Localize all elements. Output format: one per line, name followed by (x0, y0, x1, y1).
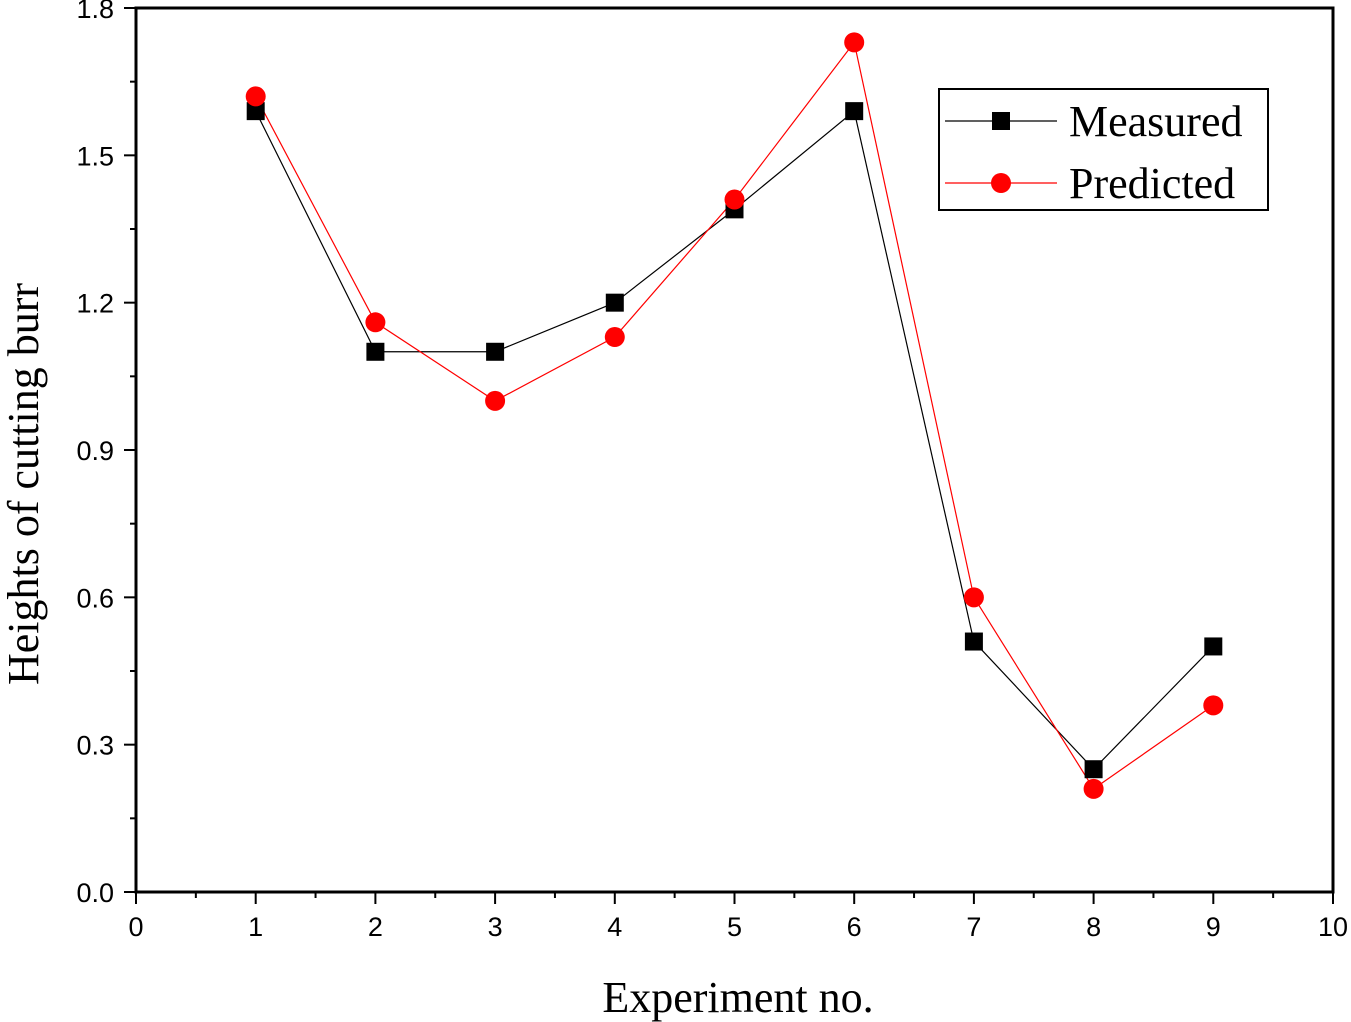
y-tick-label: 1.8 (76, 0, 114, 24)
x-tick-label: 4 (607, 912, 622, 942)
x-tick-label: 6 (847, 912, 862, 942)
data-point-predicted (1203, 695, 1224, 716)
data-point-measured (486, 342, 505, 361)
x-tick-label: 2 (368, 912, 383, 942)
data-point-predicted (844, 32, 865, 53)
data-point-predicted (724, 189, 745, 210)
x-tick-label: 8 (1086, 912, 1101, 942)
data-point-measured (1204, 637, 1223, 656)
data-point-measured (845, 102, 864, 121)
data-point-measured (366, 342, 385, 361)
x-tick-label: 9 (1206, 912, 1221, 942)
y-tick-label: 0.6 (76, 583, 114, 613)
legend-marker-predicted (991, 173, 1011, 193)
x-axis-title: Experiment no. (602, 973, 873, 1022)
data-point-measured (246, 102, 265, 121)
y-tick-label: 1.5 (76, 141, 114, 171)
data-point-measured (964, 632, 983, 651)
x-tick-label: 7 (966, 912, 981, 942)
x-tick-label: 3 (488, 912, 503, 942)
x-tick-label: 1 (248, 912, 263, 942)
x-tick-label: 5 (727, 912, 742, 942)
legend: Measured Predicted (938, 88, 1269, 211)
data-point-predicted (245, 86, 266, 107)
y-tick-label: 0.3 (76, 731, 114, 761)
data-point-predicted (485, 390, 506, 411)
y-axis-title: Heights of cutting burr (0, 283, 48, 685)
data-point-predicted (604, 327, 625, 348)
legend-marker-measured (992, 112, 1010, 130)
legend-box (938, 88, 1269, 211)
x-tick-label: 10 (1318, 912, 1348, 942)
y-tick-label: 0.0 (76, 878, 114, 908)
data-point-predicted (963, 587, 984, 608)
legend-label-predicted: Predicted (1069, 159, 1235, 208)
data-point-predicted (365, 312, 386, 333)
x-tick-label: 0 (128, 912, 143, 942)
data-point-measured (1084, 760, 1103, 779)
y-tick-label: 0.9 (76, 436, 114, 466)
data-point-predicted (1083, 778, 1104, 799)
legend-label-measured: Measured (1069, 97, 1243, 146)
data-point-measured (605, 293, 624, 312)
y-tick-label: 1.2 (76, 289, 114, 319)
